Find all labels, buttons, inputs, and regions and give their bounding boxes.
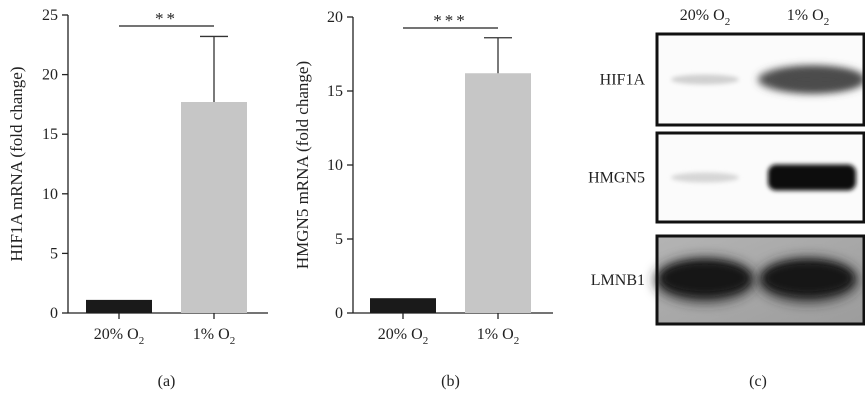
blot-band-core: [764, 262, 852, 294]
blot-row-label: LMNB1: [591, 272, 645, 289]
western-blot-c: 20% O2 1% O2 HIF1A HMGN5 LMNB1 (c): [588, 7, 865, 390]
bar-normoxia: [86, 299, 152, 313]
y-axis-label: HMGN5 mRNA (fold change): [293, 61, 312, 269]
y-tick-label: 20: [327, 9, 343, 26]
chart-b: 0 5 10 15 20 HMGN5 mRNA (fold change) 20% O2 1%…: [293, 9, 553, 390]
blot-band: [768, 164, 856, 191]
y-tick-label: 5: [50, 245, 58, 262]
blot-frame: [655, 131, 865, 224]
x-tick-label: 1% O2: [193, 326, 235, 347]
blot-band-core: [661, 262, 749, 294]
bar-hypoxia: [181, 102, 247, 314]
blot-band-core: [774, 70, 858, 89]
y-tick-label: 0: [50, 305, 58, 322]
blot-band: [671, 74, 739, 85]
y-tick-label: 0: [335, 305, 343, 322]
chart-a: 0 5 10 15 20 25 HIF1A mRNA (fold change) 20% O2…: [7, 7, 268, 390]
y-tick-label: 25: [42, 7, 58, 24]
blot-row-lmnb1: LMNB1: [591, 234, 865, 326]
blot-column-label: 1% O2: [787, 7, 829, 28]
significance-marker: **: [155, 9, 178, 28]
panel-label: (c): [749, 373, 767, 390]
bar-hypoxia: [465, 73, 531, 314]
blot-column-label: 20% O2: [680, 7, 730, 28]
y-tick-label: 10: [42, 186, 58, 203]
panel-label: (a): [158, 373, 176, 390]
y-tick-label: 20: [42, 67, 58, 84]
blot-frame: [655, 32, 865, 127]
panel-label: (b): [441, 373, 460, 390]
y-tick-label: 10: [327, 157, 343, 174]
blot-row-label: HIF1A: [600, 72, 646, 89]
blot-row-hif1a: HIF1A: [600, 32, 865, 127]
y-tick-label: 15: [327, 83, 343, 100]
blot-row-label: HMGN5: [588, 170, 645, 187]
x-tick-label: 1% O2: [477, 326, 519, 347]
blot-frame: [655, 234, 865, 326]
x-tick-label: 20% O2: [94, 326, 144, 347]
y-axis-label: HIF1A mRNA (fold change): [7, 66, 26, 261]
bar-normoxia: [370, 298, 436, 313]
significance-marker: ***: [433, 11, 468, 30]
x-tick-label: 20% O2: [378, 326, 428, 347]
y-tick-label: 15: [42, 126, 58, 143]
blot-row-hmgn5: HMGN5: [588, 131, 865, 224]
blot-band: [671, 172, 739, 183]
y-tick-label: 5: [335, 231, 343, 248]
